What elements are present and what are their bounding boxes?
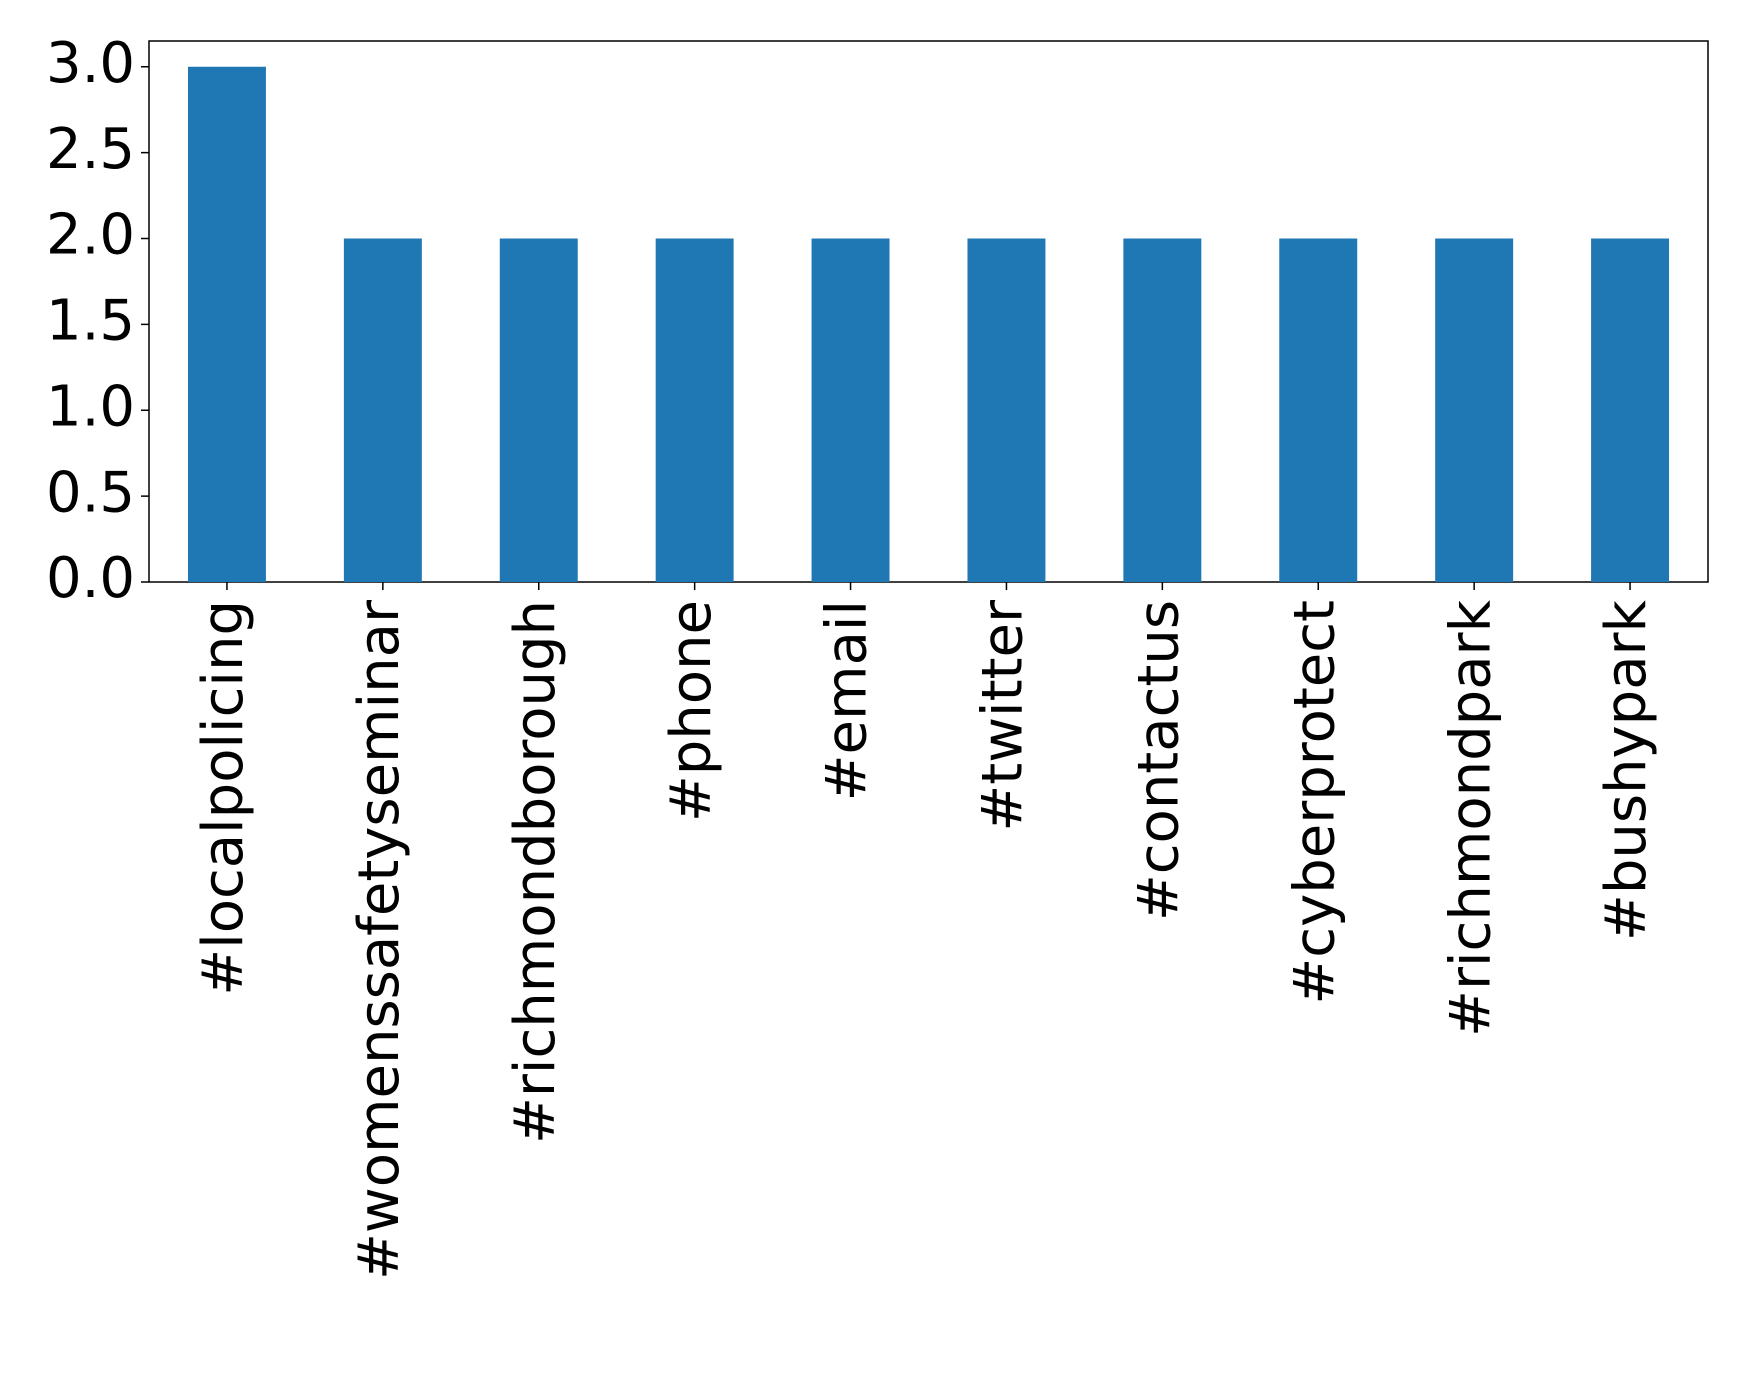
bar: [655, 238, 734, 582]
x-tick-label: #cyberprotect: [1282, 600, 1347, 1005]
y-tick-label: 0.0: [46, 546, 135, 611]
y-tick-label: 0.5: [46, 460, 135, 525]
x-tick-label: #email: [815, 600, 880, 801]
bar: [187, 66, 266, 582]
y-tick-label: 3.0: [46, 31, 135, 96]
plot-frame: [148, 40, 1709, 583]
bar: [343, 238, 422, 582]
x-tick-label: #richmondborough: [503, 600, 568, 1144]
bar: [1279, 238, 1358, 582]
bar: [811, 238, 890, 582]
x-tick-label: #phone: [659, 600, 724, 822]
x-tick-label: #twitter: [971, 599, 1036, 832]
x-tick-label: #contactus: [1126, 600, 1191, 921]
bar: [1591, 238, 1670, 582]
x-tick-label: #bushypark: [1594, 599, 1659, 941]
y-tick-label: 2.0: [46, 203, 135, 268]
y-tick-label: 2.5: [46, 117, 135, 182]
y-tick-label: 1.5: [46, 289, 135, 354]
bar: [1435, 238, 1514, 582]
y-tick-label: 1.0: [46, 374, 135, 439]
x-tick-label: #womenssafetyseminar: [347, 599, 412, 1280]
x-tick-label: #richmondpark: [1438, 599, 1503, 1037]
bar: [499, 238, 578, 582]
bar: [967, 238, 1046, 582]
bar: [1123, 238, 1202, 582]
x-tick-label: #localpolicing: [191, 600, 256, 996]
